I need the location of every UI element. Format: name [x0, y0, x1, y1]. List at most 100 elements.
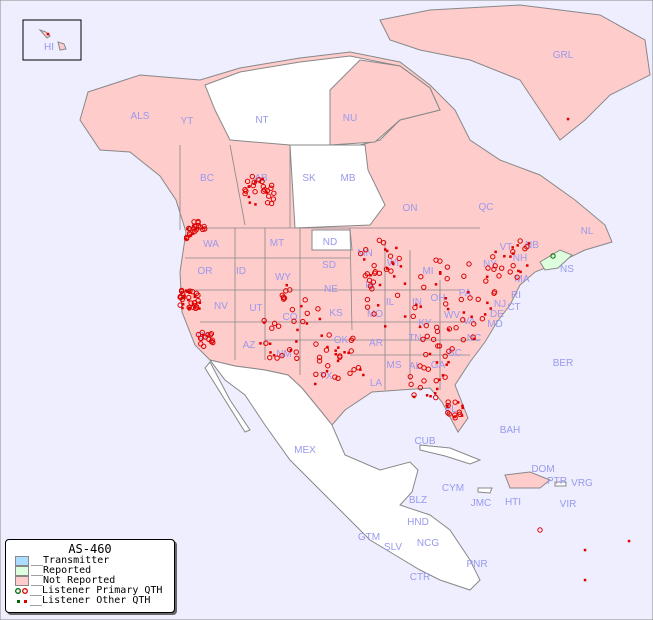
legend-title: AS-460 [68, 542, 112, 556]
listener-primary-qth-marker [208, 330, 215, 337]
listener-primary-qth-marker [370, 279, 377, 285]
region-label-nu: NU [343, 113, 357, 124]
listener-primary-qth-marker [433, 394, 439, 401]
listener-other-qth-marker [566, 117, 570, 121]
region-label-nt: NT [255, 115, 268, 126]
listener-other-qth-marker [334, 352, 338, 356]
listener-primary-qth-marker [268, 182, 275, 189]
listener-primary-qth-marker [348, 348, 354, 354]
region-label-vrg: VRG [571, 478, 593, 489]
listener-other-qth-marker [627, 539, 631, 543]
region-label-co: CO [283, 312, 298, 323]
listener-primary-qth-marker [195, 297, 201, 304]
region-label-hnd: HND [407, 517, 429, 528]
listener-primary-qth-marker [249, 173, 256, 180]
listener-primary-qth-marker [363, 247, 369, 253]
region-label-vir: VIR [560, 499, 577, 510]
listener-primary-qth-marker [260, 188, 267, 194]
listener-other-qth-marker [362, 373, 365, 377]
listener-primary-qth-marker [191, 300, 198, 306]
listener-primary-qth-marker [197, 335, 204, 341]
listener-primary-qth-marker [387, 253, 394, 259]
listener-primary-qth-marker [475, 296, 481, 302]
listener-primary-qth-marker [271, 190, 277, 196]
region-label-cub: CUB [414, 436, 435, 447]
listener-primary-qth-marker [191, 226, 197, 232]
listener-other-qth-marker [438, 271, 442, 274]
region-label-la: LA [370, 378, 383, 389]
listener-primary-qth-marker [452, 415, 458, 421]
region-label-va: VA [463, 316, 476, 327]
region-label-oh: OH [431, 293, 446, 304]
listener-primary-qth-marker [326, 332, 332, 338]
listener-primary-qth-marker [443, 301, 449, 307]
listener-other-qth-marker [187, 298, 190, 302]
listener-other-qth-marker [446, 404, 449, 408]
circle-marker-icon [15, 587, 29, 595]
region-nd [311, 229, 353, 251]
listener-primary-qth-marker [337, 354, 343, 360]
listener-primary-qth-marker [420, 336, 426, 343]
listener-other-qth-marker [453, 415, 456, 419]
listener-primary-qth-marker [425, 366, 432, 372]
region-label-mt: MT [270, 238, 284, 249]
listener-other-qth-marker [435, 387, 439, 391]
listener-other-qth-marker [198, 307, 201, 310]
swatch-reported [15, 566, 29, 576]
region-label-mo: MO [367, 309, 383, 320]
listener-primary-qth-marker [294, 355, 300, 362]
listener-primary-qth-marker [442, 374, 448, 380]
listener-primary-qth-marker [461, 273, 467, 279]
region-label-ga: GA [431, 360, 446, 371]
region-label-ok: OK [334, 335, 349, 346]
listener-other-qth-marker [516, 244, 519, 247]
region-label-nv: NV [214, 301, 228, 312]
listener-primary-qth-marker [417, 363, 423, 369]
region-label-blz: BLZ [409, 495, 427, 506]
region-label-ma: MA [515, 274, 530, 285]
listener-primary-qth-marker [446, 326, 453, 332]
region-label-hi: HI [44, 42, 54, 53]
listener-primary-qth-marker [417, 384, 424, 391]
listener-other-qth-marker [326, 345, 329, 349]
listener-primary-qth-marker [200, 343, 207, 350]
listener-primary-qth-marker [485, 265, 491, 271]
listener-other-qth-marker [296, 328, 299, 332]
region-cub [419, 444, 482, 465]
listener-other-qth-marker [467, 290, 470, 294]
listener-other-qth-marker [189, 234, 192, 237]
region-label-yt: YT [181, 116, 194, 127]
listener-primary-qth-marker [483, 278, 489, 284]
listener-primary-qth-marker [445, 399, 451, 405]
region-label-md: MD [487, 319, 503, 330]
listener-other-qth-marker [435, 361, 439, 364]
listener-primary-qth-marker [407, 373, 414, 380]
listener-primary-qth-marker [479, 316, 486, 322]
listener-primary-qth-marker [280, 296, 287, 302]
listener-other-qth-marker [268, 342, 272, 346]
region-baja [204, 361, 251, 433]
listener-other-qth-marker [184, 237, 188, 241]
region-label-in: IN [412, 297, 422, 308]
hawaii-inset [22, 19, 82, 61]
listener-other-qth-marker [186, 227, 189, 231]
region-label-nd: ND [323, 237, 337, 248]
region-ptr [554, 481, 567, 487]
listener-other-qth-marker [376, 304, 380, 307]
listener-primary-qth-marker [316, 354, 323, 361]
listener-primary-qth-marker [423, 351, 429, 358]
listener-primary-qth-marker [507, 269, 513, 275]
listener-primary-qth-marker [369, 286, 375, 292]
listener-primary-qth-marker [335, 375, 341, 381]
listener-primary-qth-marker [396, 255, 402, 262]
listener-primary-qth-marker [188, 300, 194, 306]
region-label-ct: CT [507, 302, 520, 313]
legend-label: __Listener Primary QTH [30, 585, 163, 596]
region-label-cym: CYM [442, 483, 464, 494]
listener-other-qth-marker [272, 354, 276, 357]
listener-other-qth-marker [248, 185, 251, 188]
region-label-tn: TN [408, 333, 421, 344]
listener-primary-qth-marker [300, 318, 306, 325]
listener-other-qth-marker [269, 351, 272, 354]
